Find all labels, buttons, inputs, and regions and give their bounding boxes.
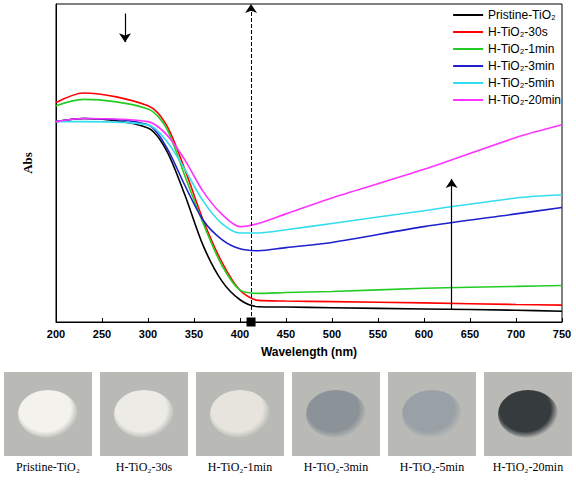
svg-text:H-TiO₂-5min: H-TiO₂-5min	[488, 76, 554, 90]
svg-text:550: 550	[369, 328, 387, 340]
html-text:H-TiO₂-3min: H-TiO₂-3min	[303, 460, 369, 474]
svg-text:H-TiO₂-30s: H-TiO₂-30s	[488, 25, 548, 39]
svg-text:350: 350	[185, 328, 203, 340]
svg-text:750: 750	[553, 328, 571, 340]
svg-text:Wavelength (nm): Wavelength (nm)	[261, 345, 357, 359]
html-text:H-TiO₂-30s: H-TiO₂-30s	[115, 460, 173, 474]
html-text:Pristine-TiO₂: Pristine-TiO₂	[16, 460, 80, 474]
html-text:H-TiO₂-1min: H-TiO₂-1min	[207, 460, 273, 474]
svg-text:400: 400	[231, 328, 249, 340]
svg-text:H-TiO₂-1min: H-TiO₂-1min	[488, 42, 554, 56]
svg-text:Abs: Abs	[20, 152, 35, 174]
svg-text:450: 450	[277, 328, 295, 340]
svg-text:650: 650	[461, 328, 479, 340]
svg-text:300: 300	[139, 328, 157, 340]
svg-text:250: 250	[93, 328, 111, 340]
html-text:H-TiO₂-20min: H-TiO₂-20min	[492, 460, 564, 474]
svg-text:600: 600	[415, 328, 433, 340]
svg-text:700: 700	[507, 328, 525, 340]
svg-text:200: 200	[47, 328, 65, 340]
svg-text:500: 500	[323, 328, 341, 340]
html-text:H-TiO₂-5min: H-TiO₂-5min	[399, 460, 465, 474]
svg-text:H-TiO₂-20min: H-TiO₂-20min	[488, 93, 561, 107]
svg-text:Pristine-TiO₂: Pristine-TiO₂	[488, 8, 556, 22]
svg-text:H-TiO₂-3min: H-TiO₂-3min	[488, 59, 554, 73]
